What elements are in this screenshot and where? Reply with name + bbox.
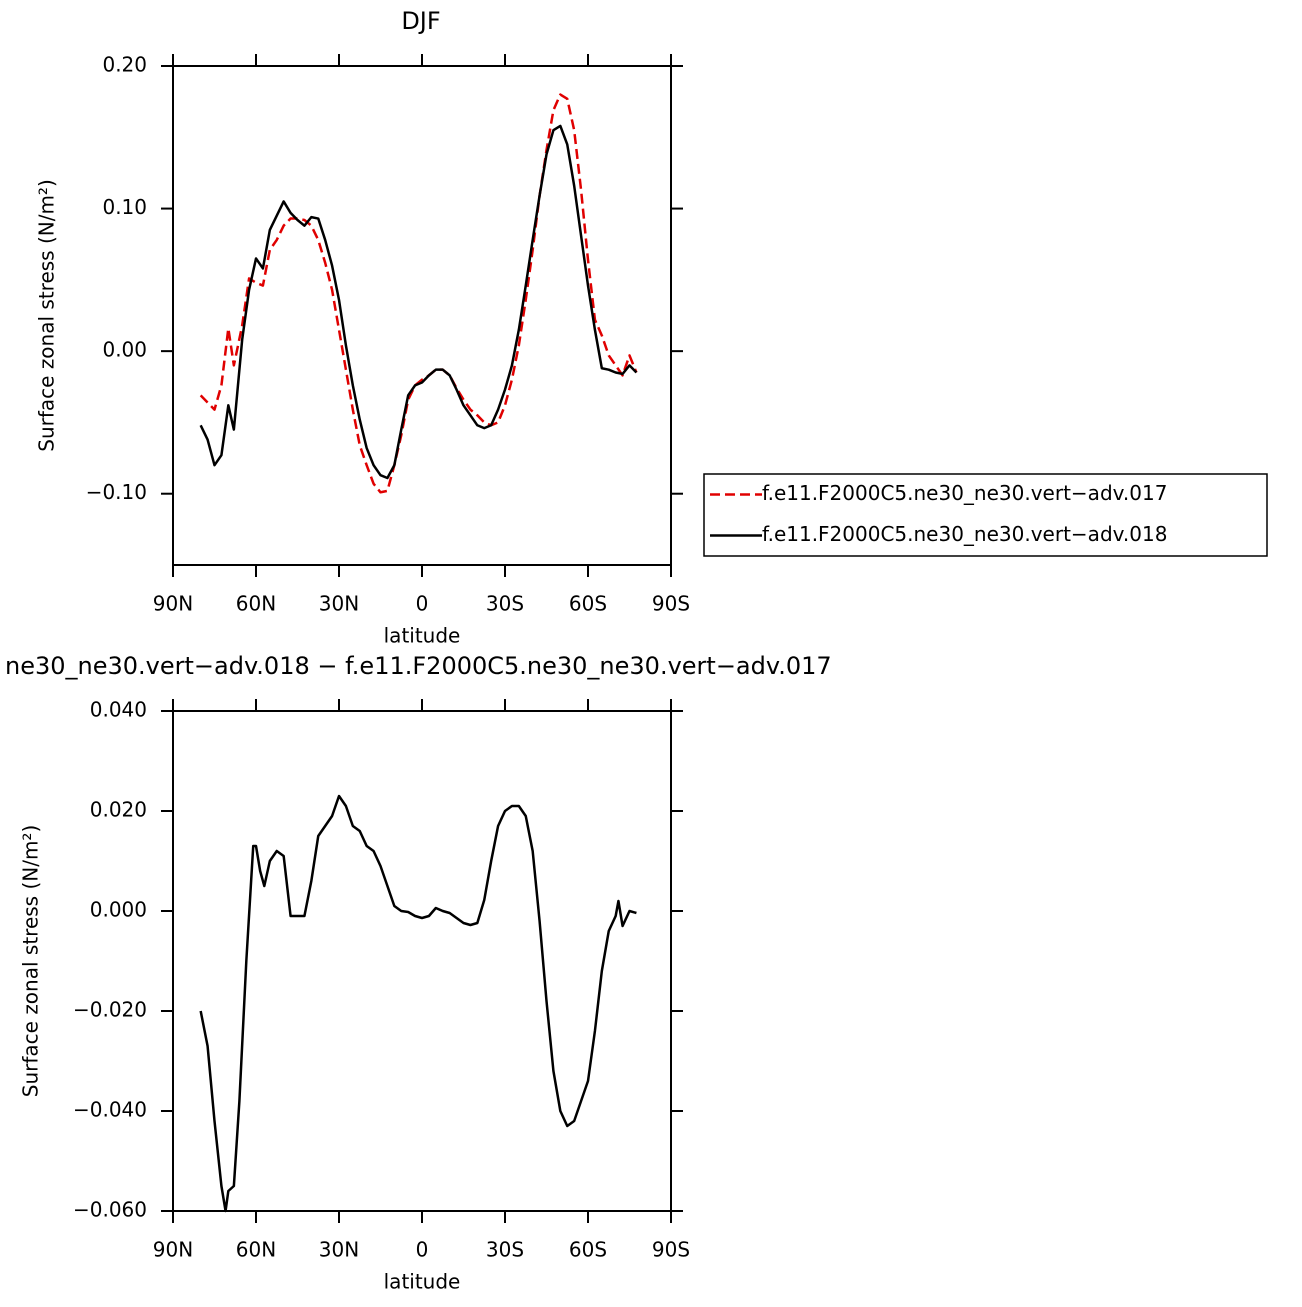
x-tick-label: 90S [652, 1238, 690, 1262]
y-tick-label: −0.060 [73, 1198, 147, 1222]
x-tick-label: 90N [153, 1238, 193, 1262]
y-tick-label: −0.020 [73, 998, 147, 1022]
x-axis-label: latitude [384, 624, 461, 648]
x-tick-label: 30N [319, 1238, 359, 1262]
x-tick-label: 60N [236, 1238, 276, 1262]
x-tick-label: 0 [416, 592, 429, 616]
plot-frame [172, 65, 672, 566]
y-tick-label: 0.020 [90, 798, 147, 822]
x-tick-label: 90N [153, 592, 193, 616]
y-tick-label: 0.20 [102, 53, 147, 77]
y-tick-label: 0.10 [102, 195, 147, 219]
x-tick-label: 90S [652, 592, 690, 616]
x-tick-label: 60S [569, 592, 607, 616]
x-tick-label: 60S [569, 1238, 607, 1262]
y-axis-label: Surface zonal stress (N/m²) [19, 825, 43, 1097]
chart-title: ne30_ne30.vert−adv.018 − f.e11.F2000C5.n… [5, 652, 832, 680]
y-tick-label: −0.10 [86, 480, 147, 504]
legend-label: f.e11.F2000C5.ne30_ne30.vert−adv.018 [762, 522, 1167, 546]
data-line [199, 794, 637, 1213]
x-tick-label: 0 [416, 1238, 429, 1262]
plot-frame [172, 710, 672, 1212]
x-tick-label: 30S [486, 1238, 524, 1262]
data-line [199, 93, 638, 494]
x-tick-label: 30N [319, 592, 359, 616]
x-axis-label: latitude [384, 1270, 461, 1294]
legend-label: f.e11.F2000C5.ne30_ne30.vert−adv.017 [762, 481, 1167, 505]
y-tick-label: 0.000 [90, 898, 147, 922]
x-tick-label: 30S [486, 592, 524, 616]
chart-title: DJF [401, 7, 440, 35]
y-tick-label: −0.040 [73, 1098, 147, 1122]
y-tick-label: 0.040 [90, 698, 147, 722]
y-tick-label: 0.00 [102, 338, 147, 362]
y-axis-label: Surface zonal stress (N/m²) [35, 179, 59, 451]
data-line [199, 124, 638, 480]
x-tick-label: 60N [236, 592, 276, 616]
legend-box [703, 473, 1268, 557]
